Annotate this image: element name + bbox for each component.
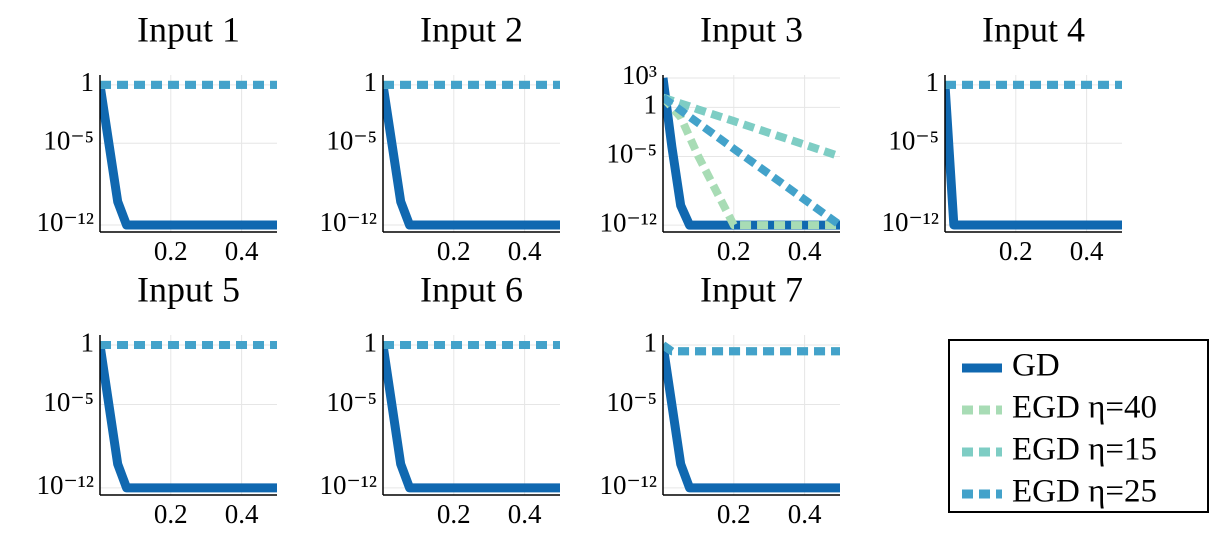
y-tick-label: 10⁻¹² — [320, 470, 377, 500]
subplot-title: Input 7 — [700, 269, 803, 309]
legend-label: GD — [1012, 348, 1060, 384]
y-tick-label: 10⁻¹² — [37, 470, 94, 500]
x-tick-label: 0.4 — [225, 236, 259, 266]
x-tick-label: 0.2 — [437, 499, 471, 529]
x-tick-label: 0.2 — [717, 499, 751, 529]
series-line — [663, 93, 842, 161]
y-tick-label: 10⁻¹² — [320, 207, 377, 237]
y-tick-label: 10⁻⁵ — [326, 125, 377, 155]
y-tick-label: 1 — [81, 67, 95, 97]
series-line — [945, 84, 1122, 230]
y-tick-label: 10⁻¹² — [882, 207, 939, 237]
legend-label: EGD η=15 — [1012, 432, 1157, 468]
legend-label: EGD η=25 — [1012, 474, 1157, 510]
x-tick-label: 0.4 — [508, 236, 542, 266]
series-line — [383, 84, 560, 230]
x-tick-label: 0.4 — [788, 236, 822, 266]
x-tick-label: 0.4 — [788, 499, 822, 529]
y-tick-label: 10⁻⁵ — [606, 139, 657, 169]
y-tick-label: 10⁻⁵ — [326, 387, 377, 417]
y-tick-label: 10⁻⁵ — [43, 125, 94, 155]
y-tick-label: 10⁻⁵ — [888, 125, 939, 155]
y-tick-label: 1 — [926, 67, 940, 97]
y-tick-label: 10⁻¹² — [600, 207, 657, 237]
x-tick-label: 0.4 — [1070, 236, 1104, 266]
series-line — [663, 94, 842, 229]
x-tick-label: 0.4 — [508, 499, 542, 529]
x-tick-label: 0.2 — [154, 499, 188, 529]
y-tick-label: 1 — [364, 67, 378, 97]
subplot-title: Input 1 — [137, 9, 240, 49]
y-tick-label: 10⁻⁵ — [43, 387, 94, 417]
x-tick-label: 0.2 — [717, 236, 751, 266]
subplot-title: Input 2 — [420, 9, 523, 49]
x-tick-label: 0.2 — [999, 236, 1033, 266]
x-tick-label: 0.4 — [225, 499, 259, 529]
subplot-title: Input 3 — [700, 9, 803, 49]
series-line — [663, 341, 840, 356]
y-tick-label: 1 — [644, 90, 658, 120]
subplot-title: Input 4 — [982, 9, 1085, 49]
x-tick-label: 0.2 — [437, 236, 471, 266]
y-tick-label: 1 — [644, 327, 658, 357]
y-tick-label: 10⁻¹² — [600, 470, 657, 500]
subplot-title: Input 5 — [137, 269, 240, 309]
y-tick-label: 1 — [81, 327, 95, 357]
y-tick-label: 10⁻¹² — [37, 207, 94, 237]
x-tick-label: 0.2 — [154, 236, 188, 266]
y-tick-label: 1 — [364, 327, 378, 357]
y-tick-label: 10³ — [622, 60, 657, 90]
subplot-title: Input 6 — [420, 269, 523, 309]
y-tick-label: 10⁻⁵ — [606, 387, 657, 417]
series-line — [100, 84, 277, 230]
legend-label: EGD η=40 — [1012, 390, 1157, 426]
series-line — [100, 344, 277, 493]
series-line — [663, 344, 840, 493]
series-line — [383, 344, 560, 493]
